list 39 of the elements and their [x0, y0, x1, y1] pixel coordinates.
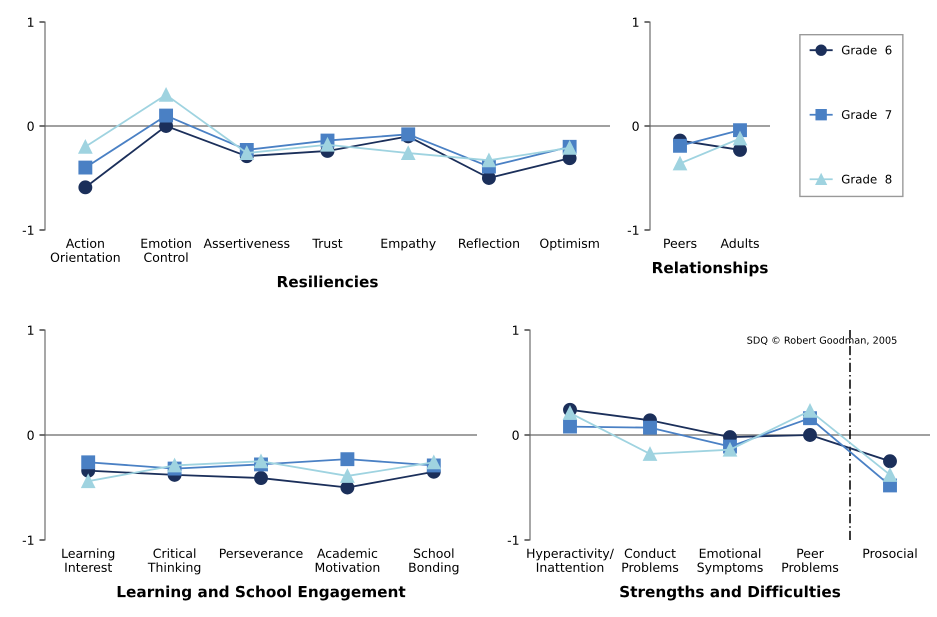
x-tick-label: Learning Interest — [62, 548, 114, 572]
annotation: SDQ © Robert Goodman, 2005 — [747, 336, 896, 345]
y-tick-label: -1 — [22, 226, 34, 235]
legend-label: Grade 6 — [842, 45, 892, 54]
y-tick-label: -1 — [22, 536, 34, 545]
x-axis-title: Learning and School Engagement — [118, 586, 406, 600]
x-tick-label: Academic Motivation — [316, 548, 380, 572]
x-tick-label: Hyperactivity/ Inattention — [527, 548, 614, 572]
x-tick-label: Perseverance — [220, 548, 303, 558]
y-tick-label: 0 — [512, 430, 519, 440]
legend-label: Grade 7 — [842, 110, 892, 120]
x-tick-label: Adults — [720, 238, 759, 248]
y-tick-label: 1 — [633, 18, 638, 27]
x-axis-title: Resiliencies — [278, 276, 378, 288]
x-tick-label: Trust — [312, 238, 342, 248]
x-tick-label: Peers — [664, 238, 696, 248]
x-tick-label: Optimism — [540, 238, 599, 250]
x-tick-label: Emotional Symptoms — [697, 548, 763, 574]
y-tick-label: 1 — [28, 18, 34, 27]
y-tick-label: 0 — [632, 121, 639, 131]
x-tick-label: Peer Problems — [782, 548, 838, 572]
y-tick-label: 0 — [27, 430, 34, 440]
x-tick-label: Critical Thinking — [148, 548, 200, 574]
x-tick-label: Emotion Control — [141, 238, 191, 262]
x-tick-label: Assertiveness — [204, 238, 290, 248]
x-tick-label: Action Orientation — [50, 238, 120, 262]
y-tick-label: -1 — [508, 536, 518, 545]
x-tick-label: Prosocial — [863, 548, 917, 558]
x-tick-label: Empathy — [381, 238, 436, 250]
y-tick-label: 1 — [28, 326, 34, 335]
y-tick-label: 0 — [27, 121, 34, 131]
x-axis-title: Strengths and Difficulties — [620, 586, 840, 600]
x-tick-label: Reflection — [459, 238, 519, 248]
x-tick-label: School Bonding — [409, 548, 458, 574]
y-tick-label: 1 — [513, 326, 518, 335]
x-axis-title: Relationships — [652, 262, 768, 276]
legend-label: Grade 8 — [842, 174, 892, 184]
x-tick-label: Conduct Problems — [622, 548, 678, 572]
y-tick-label: -1 — [628, 226, 638, 235]
